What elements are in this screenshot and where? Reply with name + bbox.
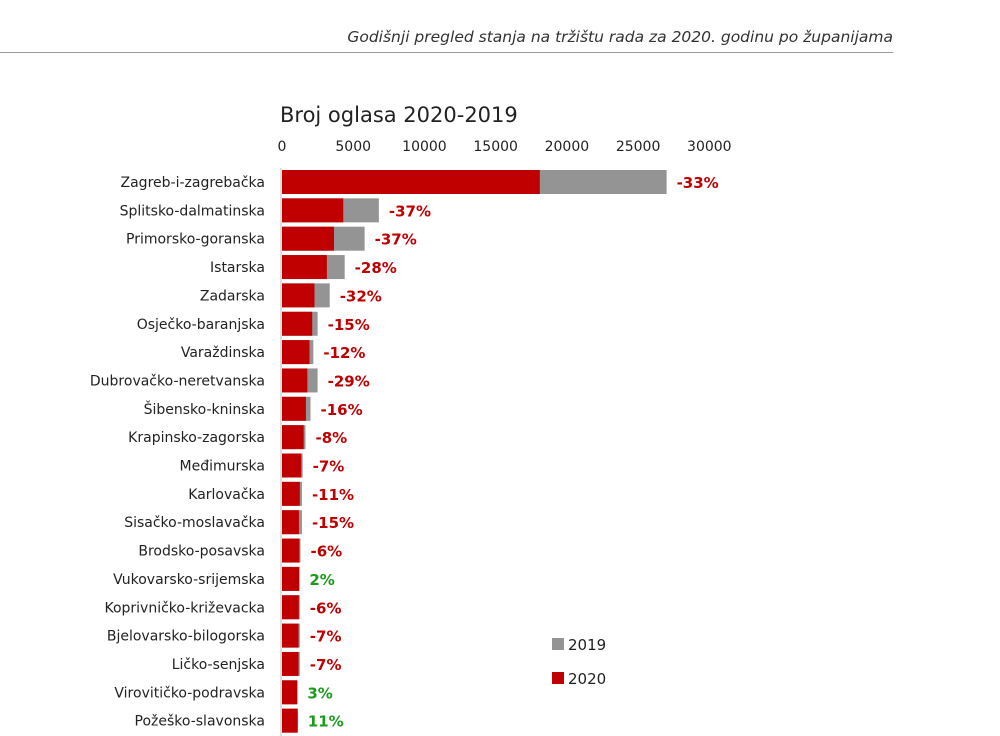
bar-2020 bbox=[282, 538, 300, 563]
report-header: Godišnji pregled stanja na tržištu rada … bbox=[347, 28, 893, 46]
bar-2020 bbox=[282, 425, 304, 450]
legend-label-2019: 2019 bbox=[568, 636, 606, 654]
change-label: -37% bbox=[375, 231, 417, 249]
category-label: Zadarska bbox=[200, 288, 265, 304]
change-label: -12% bbox=[323, 344, 365, 362]
category-label: Sisačko-moslavačka bbox=[124, 515, 265, 531]
category-label: Splitsko-dalmatinska bbox=[120, 203, 265, 219]
change-label: -32% bbox=[340, 287, 382, 305]
category-label: Dubrovačko-neretvanska bbox=[90, 373, 265, 389]
change-label: -28% bbox=[355, 259, 397, 277]
change-label: -16% bbox=[320, 401, 362, 419]
category-label: Koprivničko-križevacka bbox=[104, 600, 265, 616]
bar-2020 bbox=[282, 368, 308, 393]
legend-swatch-2020 bbox=[552, 672, 564, 684]
change-label: -6% bbox=[310, 599, 342, 617]
bar-2020 bbox=[282, 198, 344, 223]
bar-2020 bbox=[282, 170, 540, 194]
category-label: Brodsko-posavska bbox=[138, 544, 265, 560]
legend-label-2020: 2020 bbox=[568, 670, 606, 688]
change-label: -15% bbox=[312, 514, 354, 532]
bar-2020 bbox=[282, 595, 299, 620]
category-label: Ličko-senjska bbox=[172, 657, 265, 673]
x-tick-label: 5000 bbox=[335, 139, 371, 155]
change-label: 3% bbox=[307, 684, 332, 702]
x-tick-label: 25000 bbox=[616, 139, 661, 155]
bar-2020 bbox=[282, 623, 299, 648]
x-tick-label: 20000 bbox=[545, 139, 590, 155]
change-label: -15% bbox=[328, 316, 370, 334]
x-tick-label: 10000 bbox=[402, 139, 447, 155]
bar-2020 bbox=[282, 453, 302, 478]
change-label: -8% bbox=[316, 429, 348, 447]
x-tick-label: 15000 bbox=[473, 139, 518, 155]
category-label: Zagreb-i-zagrebačka bbox=[121, 175, 265, 191]
change-label: -7% bbox=[310, 656, 342, 674]
bar-2020 bbox=[282, 651, 299, 676]
change-label: -7% bbox=[313, 458, 345, 476]
change-label: 2% bbox=[309, 571, 334, 589]
legend: 2019 2020 bbox=[552, 636, 606, 688]
bar-2020 bbox=[282, 255, 327, 280]
bar-2020 bbox=[282, 226, 334, 251]
x-axis-ticks: 0 5000 10000 15000 20000 25000 30000 bbox=[278, 139, 732, 155]
category-label: Virovitičko-podravska bbox=[114, 685, 265, 701]
category-label: Šibensko-kninska bbox=[144, 400, 265, 418]
category-label: Požeško-slavonska bbox=[135, 714, 265, 730]
category-label: Primorsko-goranska bbox=[126, 232, 265, 248]
change-label: -29% bbox=[328, 372, 370, 390]
category-label: Krapinsko-zagorska bbox=[128, 430, 265, 446]
x-tick-label: 30000 bbox=[687, 139, 732, 155]
category-label: Istarska bbox=[210, 260, 265, 276]
category-label: Bjelovarsko-bilogorska bbox=[107, 629, 265, 645]
bar-2020 bbox=[282, 566, 300, 591]
category-label: Karlovačka bbox=[188, 487, 265, 503]
bar-2020 bbox=[282, 481, 300, 506]
bar-2020 bbox=[282, 708, 298, 733]
bar-2020 bbox=[282, 340, 310, 365]
change-label: 11% bbox=[308, 713, 344, 731]
chart-title: Broj oglasa 2020-2019 bbox=[280, 103, 518, 127]
change-label: -11% bbox=[312, 486, 354, 504]
header-divider bbox=[0, 52, 893, 53]
bar-2020 bbox=[282, 680, 298, 705]
bar-2020 bbox=[282, 396, 306, 421]
change-label: -37% bbox=[389, 202, 431, 220]
category-label: Varaždinska bbox=[181, 345, 265, 361]
category-label: Vukovarsko-srijemska bbox=[113, 572, 265, 588]
category-label: Osječko-baranjska bbox=[137, 317, 265, 333]
x-tick-label: 0 bbox=[278, 139, 287, 155]
bar-2020 bbox=[282, 283, 315, 308]
change-label: -7% bbox=[310, 628, 342, 646]
change-label: -6% bbox=[311, 543, 343, 561]
bar-2020 bbox=[282, 311, 313, 336]
change-label: -33% bbox=[677, 174, 719, 192]
legend-swatch-2019 bbox=[552, 638, 564, 650]
bar-2020 bbox=[282, 510, 299, 535]
category-label: Međimurska bbox=[180, 459, 265, 475]
bars: Zagreb-i-zagrebačka -33% Splitsko-dalmatin… bbox=[90, 170, 719, 733]
